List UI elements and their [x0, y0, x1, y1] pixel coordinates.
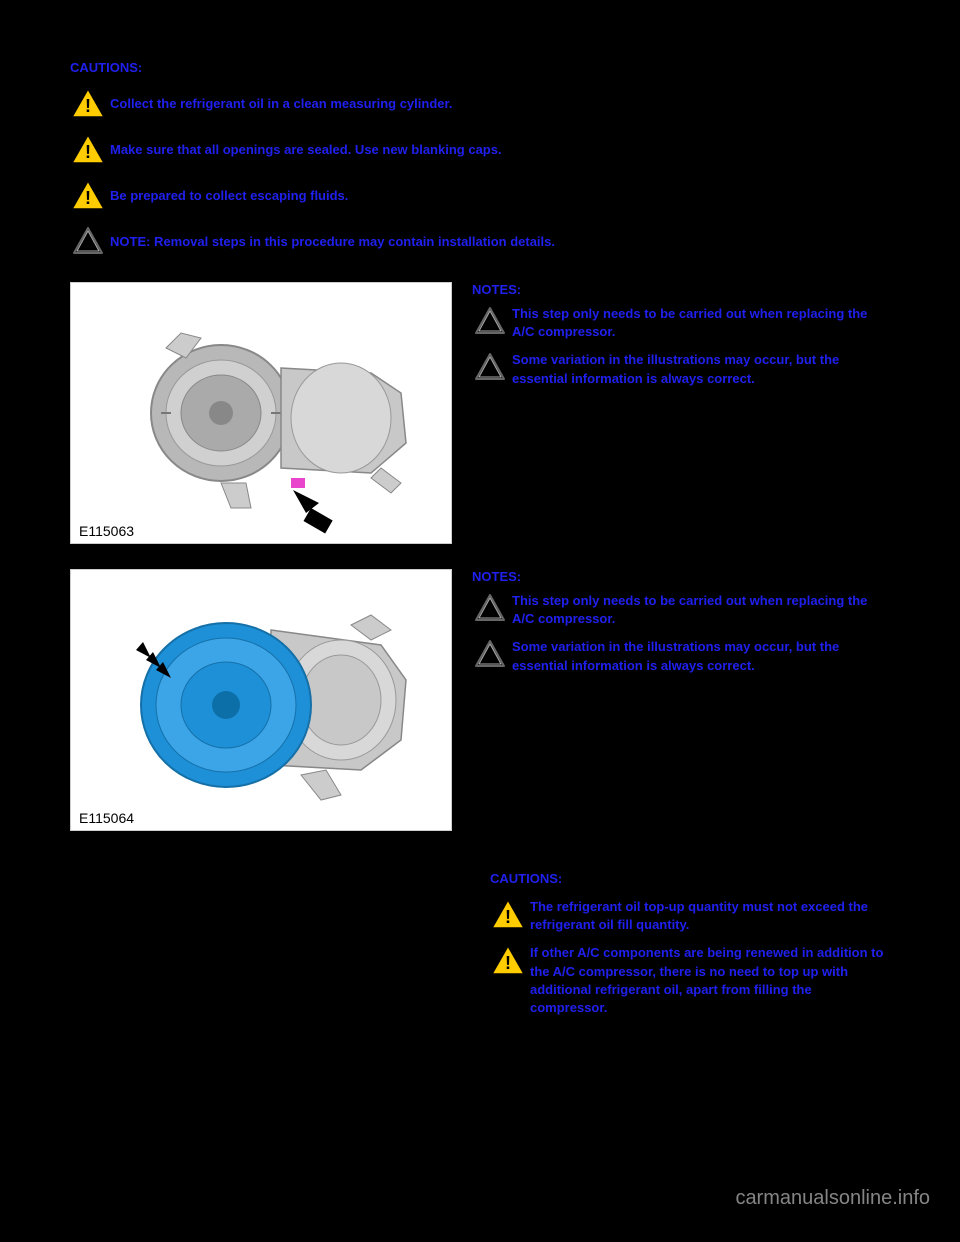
- warning-icon: !: [490, 898, 526, 930]
- cautions-header: CAUTIONS:: [490, 871, 890, 886]
- svg-text:!: !: [85, 142, 91, 162]
- svg-text:!: !: [505, 953, 511, 973]
- cautions-header: CAUTIONS:: [70, 60, 890, 75]
- caution-item: ! Collect the refrigerant oil in a clean…: [70, 87, 890, 119]
- warning-icon: !: [70, 179, 106, 211]
- image-label: E115064: [71, 806, 142, 830]
- note-block: This step only needs to be carried out w…: [472, 592, 890, 628]
- step-image-container: E115064: [70, 569, 452, 831]
- step-notes: NOTES: This step only needs to be carrie…: [472, 282, 890, 544]
- caution-text: The refrigerant oil top-up quantity must…: [530, 898, 890, 934]
- caution-text: If other A/C components are being renewe…: [530, 944, 890, 1017]
- caution-text: Be prepared to collect escaping fluids.: [110, 188, 348, 203]
- note-icon: [472, 351, 508, 383]
- image-label: E115063: [71, 519, 142, 543]
- note-block: Some variation in the illustrations may …: [472, 351, 890, 387]
- note-text: Some variation in the illustrations may …: [512, 351, 890, 387]
- caution-item: ! Be prepared to collect escaping fluids…: [70, 179, 890, 211]
- svg-text:!: !: [85, 188, 91, 208]
- caution-text: Collect the refrigerant oil in a clean m…: [110, 96, 452, 111]
- step-row: E115064 NOTES: This step only needs to b…: [70, 569, 890, 831]
- caution-block: ! The refrigerant oil top-up quantity mu…: [490, 898, 890, 934]
- caution-item: ! Make sure that all openings are sealed…: [70, 133, 890, 165]
- note-text: This step only needs to be carried out w…: [512, 305, 890, 341]
- footer: carmanualsonline.info: [0, 1187, 960, 1210]
- lower-cautions-section: CAUTIONS: ! The refrigerant oil top-up q…: [490, 871, 890, 1017]
- watermark: carmanualsonline.info: [735, 1187, 930, 1209]
- note-block: Some variation in the illustrations may …: [472, 638, 890, 674]
- svg-text:!: !: [85, 96, 91, 116]
- warning-icon: !: [490, 944, 526, 976]
- note-text: Some variation in the illustrations may …: [512, 638, 890, 674]
- note-icon: [472, 592, 508, 624]
- note-block: This step only needs to be carried out w…: [472, 305, 890, 341]
- note-icon: [472, 638, 508, 670]
- step-row: E115063 NOTES: This step only needs to b…: [70, 282, 890, 544]
- caution-block: ! If other A/C components are being rene…: [490, 944, 890, 1017]
- note-line: NOTE: Removal steps in this procedure ma…: [70, 225, 890, 257]
- notes-header: NOTES:: [472, 282, 890, 297]
- note-icon: [472, 305, 508, 337]
- step-image-container: E115063: [70, 282, 452, 544]
- step-notes: NOTES: This step only needs to be carrie…: [472, 569, 890, 831]
- warning-icon: !: [70, 133, 106, 165]
- notes-header: NOTES:: [472, 569, 890, 584]
- note-text: NOTE: Removal steps in this procedure ma…: [110, 234, 555, 249]
- warning-icon: !: [70, 87, 106, 119]
- note-icon: [70, 225, 106, 257]
- svg-text:!: !: [505, 907, 511, 927]
- note-text: This step only needs to be carried out w…: [512, 592, 890, 628]
- caution-text: Make sure that all openings are sealed. …: [110, 142, 502, 157]
- compressor-illustration: [71, 283, 451, 543]
- compressor-illustration: [71, 570, 451, 830]
